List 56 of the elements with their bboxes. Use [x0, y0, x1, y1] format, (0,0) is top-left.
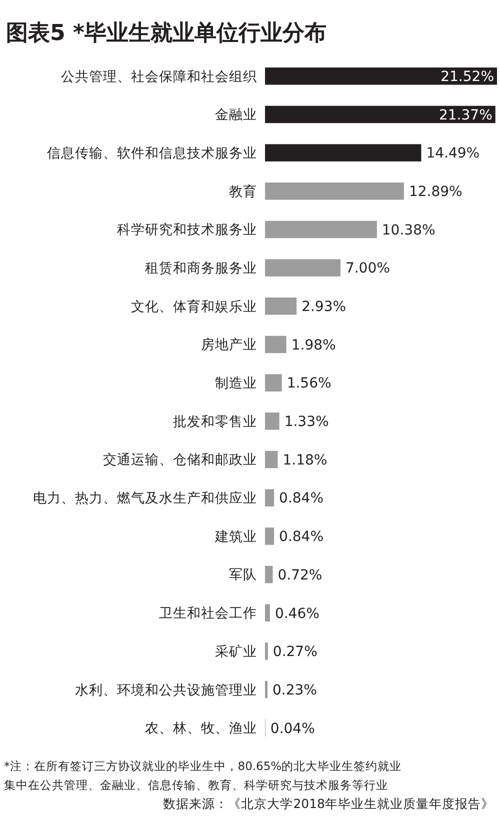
data-label: 10.38% [382, 222, 436, 238]
bar [265, 68, 497, 85]
y-tick-label: 租赁和商务服务业 [145, 260, 257, 277]
y-tick-label: 房地产业 [201, 337, 257, 354]
text: 集中在公共管理、金融业、信息传输、教育、科学研究与技术服务等行业 [4, 778, 388, 792]
data-label: 0.04% [270, 720, 315, 737]
y-tick-label: 农、林、牧、渔业 [145, 720, 257, 737]
bar [265, 528, 274, 545]
y-tick-label: 公共管理、社会保障和社会组织 [61, 68, 257, 85]
bar [265, 450, 278, 468]
y-tick-label: 卫生和社会工作 [159, 606, 257, 622]
y-tick-label: 采矿业 [215, 644, 257, 660]
bar [265, 566, 273, 584]
bar [265, 412, 280, 430]
data-label: 0.84% [279, 529, 324, 546]
bar [265, 604, 270, 622]
data-label: 21.37% [438, 107, 492, 124]
bar [265, 298, 297, 315]
bar [265, 336, 286, 354]
data-label: 0.84% [279, 490, 324, 507]
chart-title: 图表5 *毕业生就业单位行业分布 [6, 21, 326, 46]
data-label: 12.89% [408, 184, 462, 200]
y-tick-label: 文化、体育和娱乐业 [131, 298, 257, 315]
y-tick-label: 电力、热力、燃气及水生产和供应业 [33, 490, 257, 507]
bar [265, 489, 274, 506]
bar [265, 259, 340, 276]
text: *注：在所有签订三方协议就业的毕业生中，80.65%的北大毕业生签约就业 [4, 759, 402, 773]
bar [265, 144, 422, 162]
data-label: 7.00% [345, 260, 390, 277]
y-tick-label: 教育 [229, 182, 257, 200]
bar [265, 182, 404, 200]
data-label: 1.18% [282, 452, 328, 468]
source-note: 数据来源：《北京大学2018年毕业生就业质量年度报告》 [163, 796, 494, 811]
data-label: 14.49% [426, 146, 480, 162]
y-tick-label: 批发和零售业 [173, 414, 257, 430]
y-tick-label: 信息传输、软件和信息技术服务业 [47, 146, 257, 162]
data-label: 0.23% [272, 682, 317, 698]
data-label: 0.72% [278, 567, 322, 584]
data-label: 1.56% [286, 376, 332, 392]
data-label: 0.46% [274, 606, 320, 622]
y-tick-label: 科学研究和技术服务业 [117, 222, 257, 238]
y-tick-label: 金融业 [215, 107, 257, 124]
bar [265, 220, 377, 238]
data-label: 2.93% [302, 299, 346, 316]
bar [265, 106, 496, 124]
data-label: 1.33% [284, 414, 329, 430]
y-tick-label: 水利、环境和公共设施管理业 [75, 682, 257, 698]
data-label: 0.27% [272, 644, 318, 660]
y-tick-label: 军队 [229, 567, 257, 584]
y-tick-label: 建筑业 [214, 528, 257, 545]
bar [265, 374, 282, 392]
data-label: 21.52% [440, 69, 494, 86]
y-tick-label: 制造业 [215, 376, 257, 392]
y-tick-label: 交通运输、仓储和邮政业 [103, 452, 257, 468]
bar [265, 642, 268, 660]
data-label: 1.98% [291, 337, 336, 354]
